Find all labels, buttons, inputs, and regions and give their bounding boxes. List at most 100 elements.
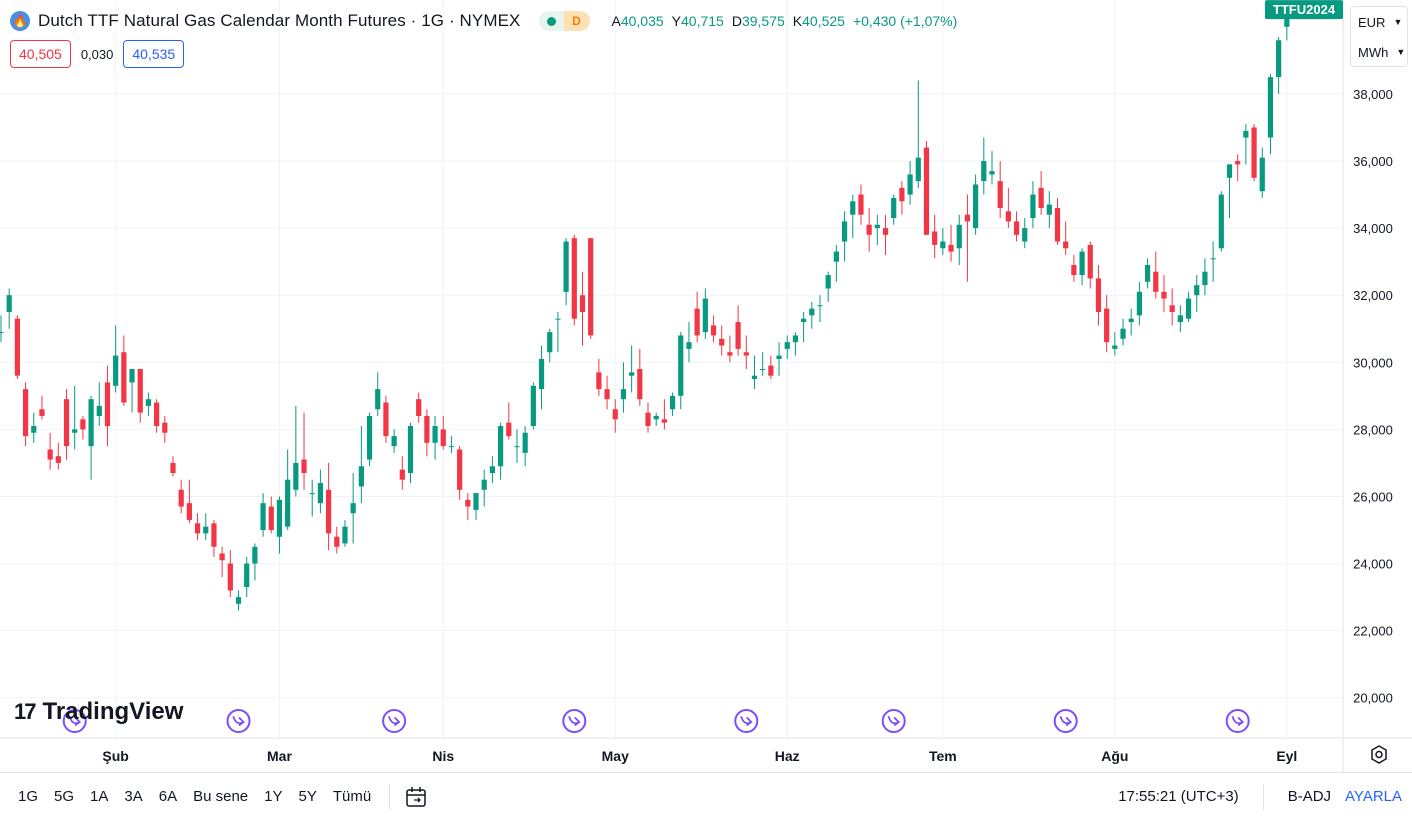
candle-body xyxy=(1128,318,1134,323)
event-marker-icon[interactable] xyxy=(1053,709,1078,733)
range-button-5y[interactable]: 5Y xyxy=(298,788,317,805)
candle xyxy=(817,295,823,323)
candle xyxy=(129,369,135,413)
candle xyxy=(702,288,708,339)
candle xyxy=(588,238,594,339)
event-marker-icon[interactable] xyxy=(62,709,87,733)
candle xyxy=(440,415,446,450)
candle xyxy=(940,228,946,255)
event-markers[interactable] xyxy=(62,709,1250,733)
event-marker-icon[interactable] xyxy=(1225,709,1250,733)
range-button-1y[interactable]: 1Y xyxy=(264,788,283,805)
adjustment-toggle[interactable]: B-ADJ xyxy=(1287,788,1332,805)
sell-price-button[interactable]: 40,505 xyxy=(10,40,71,68)
price-axis[interactable]: 20,000 22,000 24,000 26,000 28,000 30,000 32,0… xyxy=(1353,87,1393,706)
candle-body xyxy=(121,352,127,403)
time-tick-label: Haz xyxy=(775,748,800,764)
low-value: 39,575 xyxy=(741,13,785,29)
settings-button[interactable]: AYARLA xyxy=(1345,788,1402,805)
candle xyxy=(301,412,307,490)
delay-badge[interactable]: D xyxy=(563,11,590,31)
candle xyxy=(899,181,905,215)
candle xyxy=(850,194,856,239)
time-axis[interactable]: Şub Mar Nis May Haz Tem Ağu Eyl xyxy=(102,748,1297,764)
range-button-1m[interactable]: 1A xyxy=(90,788,109,805)
candle-body xyxy=(506,422,512,437)
range-button-all[interactable]: Tümü xyxy=(332,788,372,805)
candle xyxy=(506,402,512,440)
event-marker-icon[interactable] xyxy=(881,709,906,733)
candle-body xyxy=(342,526,348,544)
candle-body xyxy=(80,419,86,430)
candle-body xyxy=(1079,251,1085,276)
candle xyxy=(227,550,233,598)
candle-body xyxy=(1153,271,1159,292)
candle-body xyxy=(1169,305,1175,312)
event-marker-icon[interactable] xyxy=(382,709,407,733)
currency-dropdown[interactable]: EUR ▼ xyxy=(1351,7,1407,37)
candle-body xyxy=(1243,130,1249,138)
currency-unit-selector[interactable]: EUR ▼ MWh ▼ xyxy=(1350,6,1408,67)
candle xyxy=(743,335,749,369)
candle xyxy=(22,382,29,447)
candle-body xyxy=(932,231,938,245)
unit-dropdown[interactable]: MWh ▼ xyxy=(1351,37,1407,67)
candle-body xyxy=(555,318,561,320)
candlestick-chart[interactable]: 20,000 22,000 24,000 26,000 28,000 30,000 32,0… xyxy=(0,0,1412,772)
candle-body xyxy=(694,308,700,336)
chevron-down-icon: ▼ xyxy=(1396,47,1406,57)
candle xyxy=(1267,73,1274,155)
candle-body xyxy=(727,352,733,356)
candle xyxy=(1104,295,1110,353)
range-button-3m[interactable]: 3A xyxy=(124,788,143,805)
candle xyxy=(948,224,954,262)
range-button-5d[interactable]: 5G xyxy=(54,788,75,805)
candle-body xyxy=(63,399,70,447)
candle xyxy=(1276,36,1282,94)
symbol-price-badge: TTFU2024 xyxy=(1265,0,1343,20)
range-button-6m[interactable]: 6A xyxy=(158,788,178,805)
buy-price-button[interactable]: 40,535 xyxy=(123,40,185,68)
range-button-1d[interactable]: 1G xyxy=(18,788,39,805)
candle xyxy=(907,161,913,205)
candle-body xyxy=(137,369,143,413)
market-status-pill[interactable]: D xyxy=(538,11,590,31)
event-marker-icon[interactable] xyxy=(562,709,587,733)
candle xyxy=(997,161,1003,219)
candle xyxy=(219,546,225,577)
candle xyxy=(170,456,176,477)
event-marker-icon[interactable] xyxy=(226,709,251,733)
calendar-goto-icon[interactable] xyxy=(404,785,428,809)
candle xyxy=(932,214,938,259)
symbol-badge-bg xyxy=(1265,0,1343,20)
candle xyxy=(1259,147,1265,198)
candle-body xyxy=(719,338,725,346)
candle-body xyxy=(145,399,152,406)
candle-body xyxy=(375,389,381,410)
time-tick-label: Nis xyxy=(432,748,454,764)
clock-timezone-button[interactable]: 17:55:21 (UTC+3) xyxy=(1118,788,1239,805)
candle xyxy=(530,382,536,430)
candle xyxy=(1153,251,1159,299)
candle-body xyxy=(1161,291,1167,299)
symbol-title[interactable]: Dutch TTF Natural Gas Calendar Month Fut… xyxy=(38,11,521,30)
candle-body xyxy=(1276,40,1282,78)
candle-body xyxy=(194,523,201,534)
candle xyxy=(96,382,102,427)
candle xyxy=(653,412,659,427)
candle xyxy=(186,479,192,524)
tradingview-logo[interactable]: 17 TradingView xyxy=(14,698,183,726)
candle-body xyxy=(1218,194,1224,249)
candle xyxy=(768,355,774,380)
candle xyxy=(276,496,283,554)
candle-body xyxy=(841,221,848,242)
candle-body xyxy=(784,342,790,349)
fire-icon[interactable]: 🔥 xyxy=(10,11,30,31)
event-marker-icon[interactable] xyxy=(734,709,759,733)
candle-body xyxy=(358,466,364,487)
settings-gear-icon[interactable] xyxy=(1368,744,1390,766)
candle xyxy=(1030,181,1036,229)
range-button-ytd[interactable]: Bu sene xyxy=(193,788,249,805)
candle xyxy=(1128,308,1134,336)
candle xyxy=(858,184,864,225)
